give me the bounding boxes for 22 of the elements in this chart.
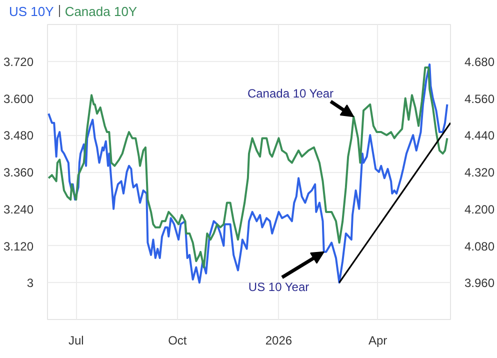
annotation: US 10 Year: [248, 280, 310, 294]
x-tick-label: Apr: [368, 334, 388, 348]
annotation: Canada 10 Year: [247, 86, 334, 101]
y-tick-label: 3.480: [3, 128, 34, 143]
x-tick-label: Oct: [168, 334, 188, 348]
text: US 10Y: [9, 4, 54, 19]
y2-tick-label: 4.560: [464, 92, 495, 106]
y2-tick-label: 4.680: [464, 54, 495, 69]
x-tick-label: Jul: [68, 334, 84, 348]
y2-tick-label: 4.200: [464, 202, 495, 216]
y-tick-label: 3: [26, 276, 34, 290]
y-tick-label: 3.360: [3, 166, 34, 180]
y2-tick-label: 4.440: [464, 128, 495, 143]
y2-tick-label: 4.080: [464, 239, 495, 254]
y2-tick-label: 3.960: [464, 276, 495, 290]
y-tick-label: 3.240: [3, 202, 34, 216]
y-tick-label: 3.120: [3, 239, 34, 254]
x-tick-label: 2026: [265, 334, 292, 348]
text: Canada 10Y: [64, 4, 138, 19]
y2-tick-label: 4.320: [464, 166, 495, 180]
y-tick-label: 3.600: [3, 92, 34, 106]
y-tick-label: 3.720: [3, 54, 34, 69]
